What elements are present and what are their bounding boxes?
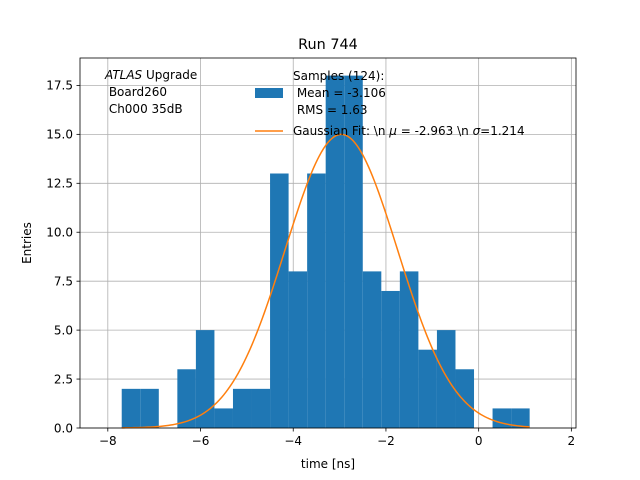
y-axis-ticks: 0.0 2.5 5.0 7.5 10.0 12.5 15.0 17.5 [46, 79, 80, 435]
legend-fit-sigma-value: =1.214 [480, 124, 524, 138]
y-tick-label: 17.5 [46, 79, 73, 93]
x-tick-label: −8 [99, 434, 117, 448]
histogram-bar [270, 173, 289, 428]
histogram-bar [251, 388, 271, 428]
annotation-line-2: Board260 [105, 85, 167, 99]
legend-samples-line-3: RMS = 1.63 [293, 103, 368, 117]
legend-fit-sigma-symbol: σ [473, 124, 481, 138]
annotation-line-1: ATLAS Upgrade [104, 68, 197, 82]
histogram-bar [344, 75, 363, 428]
y-tick-label: 10.0 [46, 226, 73, 240]
histogram-bar [325, 75, 345, 428]
histogram-bar [121, 388, 141, 428]
legend: Samples (124): Mean = -3.106 RMS = 1.63 … [255, 69, 525, 138]
legend-fit-prefix: Gaussian Fit: \n [293, 124, 389, 138]
plot-frame [79, 57, 577, 429]
histogram-bar [381, 290, 400, 428]
annotation-line-3: Ch000 35dB [105, 102, 183, 116]
histogram-bar [214, 408, 233, 428]
y-axis-label: Entries [20, 222, 34, 264]
x-axis-label: time [ns] [301, 457, 355, 471]
histogram-bar [511, 408, 530, 428]
histogram-bar [232, 388, 252, 428]
legend-fit-label: Gaussian Fit: \n μ = -2.963 \n σ=1.214 [293, 124, 525, 138]
histogram-bar [177, 369, 196, 428]
x-tick-label: −6 [192, 434, 210, 448]
x-tick-label: 0 [475, 434, 483, 448]
annotation-block: ATLAS Upgrade Board260 Ch000 35dB [104, 68, 197, 116]
histogram-bar [195, 330, 215, 428]
y-tick-label: 2.5 [54, 372, 73, 386]
y-tick-label: 0.0 [54, 421, 73, 435]
histogram-bar [455, 369, 475, 428]
annotation-atlas: ATLAS [104, 68, 143, 82]
x-tick-label: −4 [284, 434, 302, 448]
legend-fit-mu-value: = -2.963 \n [397, 124, 473, 138]
histogram-bar [362, 271, 382, 428]
histogram-bars [121, 75, 530, 428]
histogram-bar [307, 173, 326, 428]
x-axis-ticks: −8 −6 −4 −2 0 2 [99, 428, 575, 448]
legend-fit-mu-symbol: μ [388, 124, 397, 138]
y-tick-label: 15.0 [46, 128, 73, 142]
histogram-bar [399, 271, 419, 428]
histogram-bar [288, 271, 308, 428]
y-tick-label: 12.5 [46, 177, 73, 191]
legend-samples-line-1: Samples (124): [293, 69, 384, 83]
histogram-bar [418, 349, 437, 428]
legend-samples-swatch [255, 88, 283, 98]
gaussian-fit-curve [121, 133, 530, 429]
x-tick-label: 2 [568, 434, 576, 448]
histogram-bar [492, 408, 512, 428]
y-tick-label: 5.0 [54, 323, 73, 337]
histogram-bar [140, 388, 159, 428]
annotation-upgrade: Upgrade [142, 68, 197, 82]
legend-samples-line-2: Mean = -3.106 [293, 86, 386, 100]
histogram-bar [436, 330, 456, 428]
x-tick-label: −2 [377, 434, 395, 448]
chart-title: Run 744 [298, 37, 358, 53]
y-tick-label: 7.5 [54, 274, 73, 288]
